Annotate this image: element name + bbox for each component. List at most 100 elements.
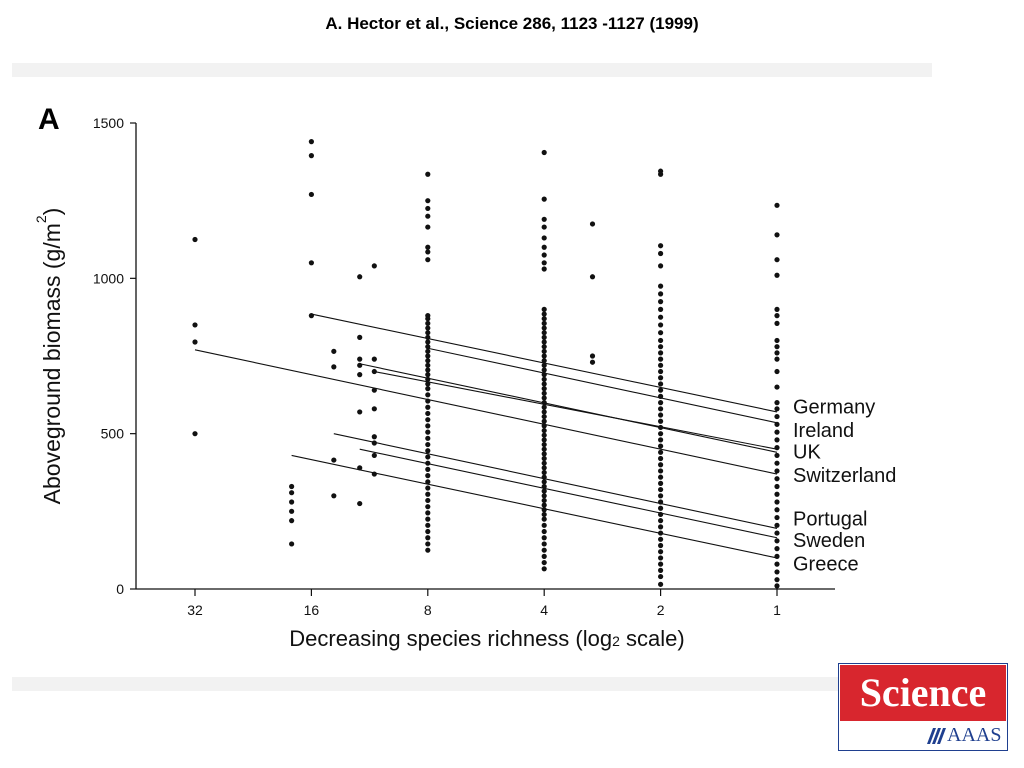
data-point bbox=[774, 491, 780, 497]
data-point bbox=[357, 362, 363, 368]
data-point bbox=[541, 196, 547, 202]
data-point bbox=[425, 376, 431, 382]
data-point bbox=[658, 505, 664, 511]
data-point bbox=[308, 313, 314, 319]
data-point bbox=[658, 406, 664, 412]
data-point bbox=[371, 440, 377, 446]
data-point bbox=[774, 577, 780, 583]
data-point bbox=[541, 252, 547, 258]
data-point bbox=[541, 528, 547, 535]
data-point bbox=[425, 522, 431, 528]
data-point bbox=[192, 322, 198, 328]
data-point bbox=[774, 306, 780, 312]
x-axis-label-sub: 2 bbox=[612, 633, 620, 649]
data-point bbox=[425, 224, 431, 230]
data-point bbox=[541, 502, 547, 508]
data-point bbox=[541, 469, 547, 476]
data-point bbox=[658, 542, 664, 549]
data-point bbox=[658, 511, 664, 518]
data-point bbox=[425, 410, 431, 417]
data-point bbox=[289, 508, 295, 514]
data-point bbox=[541, 409, 547, 415]
y-axis-label: Aboveground biomass (g/m2) bbox=[33, 208, 65, 505]
data-point bbox=[658, 356, 664, 362]
data-point bbox=[425, 510, 431, 516]
data-point bbox=[774, 232, 780, 238]
y-tick-label: 1000 bbox=[93, 270, 124, 286]
data-point bbox=[308, 139, 314, 145]
data-point bbox=[658, 573, 664, 580]
data-point bbox=[658, 581, 664, 587]
x-tick-label: 32 bbox=[187, 602, 203, 618]
data-point bbox=[425, 541, 431, 547]
data-point bbox=[658, 555, 664, 561]
data-point bbox=[658, 524, 664, 530]
data-point bbox=[357, 372, 363, 378]
data-point bbox=[308, 153, 314, 159]
data-point bbox=[774, 368, 780, 375]
data-point bbox=[357, 274, 363, 280]
data-point bbox=[541, 330, 547, 336]
data-points bbox=[192, 139, 780, 589]
data-point bbox=[425, 257, 431, 263]
data-point bbox=[658, 493, 664, 499]
data-point bbox=[541, 316, 547, 322]
data-point bbox=[541, 547, 547, 553]
data-point bbox=[425, 404, 431, 410]
data-point bbox=[541, 266, 547, 272]
data-point bbox=[425, 460, 431, 466]
y-axis-label-group: Aboveground biomass (g/m2) bbox=[33, 208, 65, 505]
data-point bbox=[425, 205, 431, 212]
data-point bbox=[289, 490, 295, 496]
data-point bbox=[658, 468, 664, 474]
data-point bbox=[541, 260, 547, 266]
data-point bbox=[541, 348, 547, 354]
country-label-switzerland: Switzerland bbox=[793, 465, 896, 487]
data-point bbox=[541, 460, 547, 466]
data-point bbox=[658, 455, 664, 462]
data-point bbox=[425, 435, 431, 441]
data-point bbox=[658, 263, 664, 269]
data-point bbox=[357, 409, 363, 415]
data-point bbox=[371, 368, 377, 375]
data-point bbox=[192, 236, 198, 243]
country-label-uk: UK bbox=[793, 442, 821, 464]
data-point bbox=[774, 437, 780, 443]
data-point bbox=[658, 443, 664, 449]
data-point bbox=[425, 362, 431, 368]
y-axis-label-main: Aboveground biomass (g/m bbox=[39, 223, 65, 504]
data-point bbox=[658, 393, 664, 399]
data-point bbox=[541, 413, 547, 420]
data-point bbox=[541, 451, 547, 457]
data-point bbox=[774, 313, 780, 319]
data-point bbox=[541, 353, 547, 359]
data-point bbox=[425, 423, 431, 429]
data-point bbox=[541, 386, 547, 392]
data-point bbox=[541, 553, 547, 559]
data-point bbox=[774, 445, 780, 451]
data-point bbox=[541, 381, 547, 387]
data-point bbox=[425, 479, 431, 485]
data-point bbox=[658, 387, 664, 393]
data-point bbox=[658, 362, 664, 368]
data-point bbox=[541, 400, 547, 406]
data-point bbox=[541, 372, 547, 378]
data-point bbox=[541, 432, 547, 438]
data-point bbox=[658, 171, 664, 177]
data-point bbox=[425, 429, 431, 435]
data-point bbox=[658, 381, 664, 387]
data-point bbox=[371, 387, 377, 393]
data-point bbox=[658, 412, 664, 418]
data-point bbox=[541, 311, 547, 317]
data-point bbox=[774, 202, 780, 208]
data-point bbox=[541, 479, 547, 485]
data-point bbox=[541, 483, 547, 490]
data-point bbox=[371, 471, 377, 477]
data-point bbox=[541, 418, 547, 424]
data-point bbox=[425, 372, 431, 378]
data-point bbox=[541, 559, 547, 566]
data-point bbox=[541, 465, 547, 471]
data-point bbox=[192, 339, 198, 345]
